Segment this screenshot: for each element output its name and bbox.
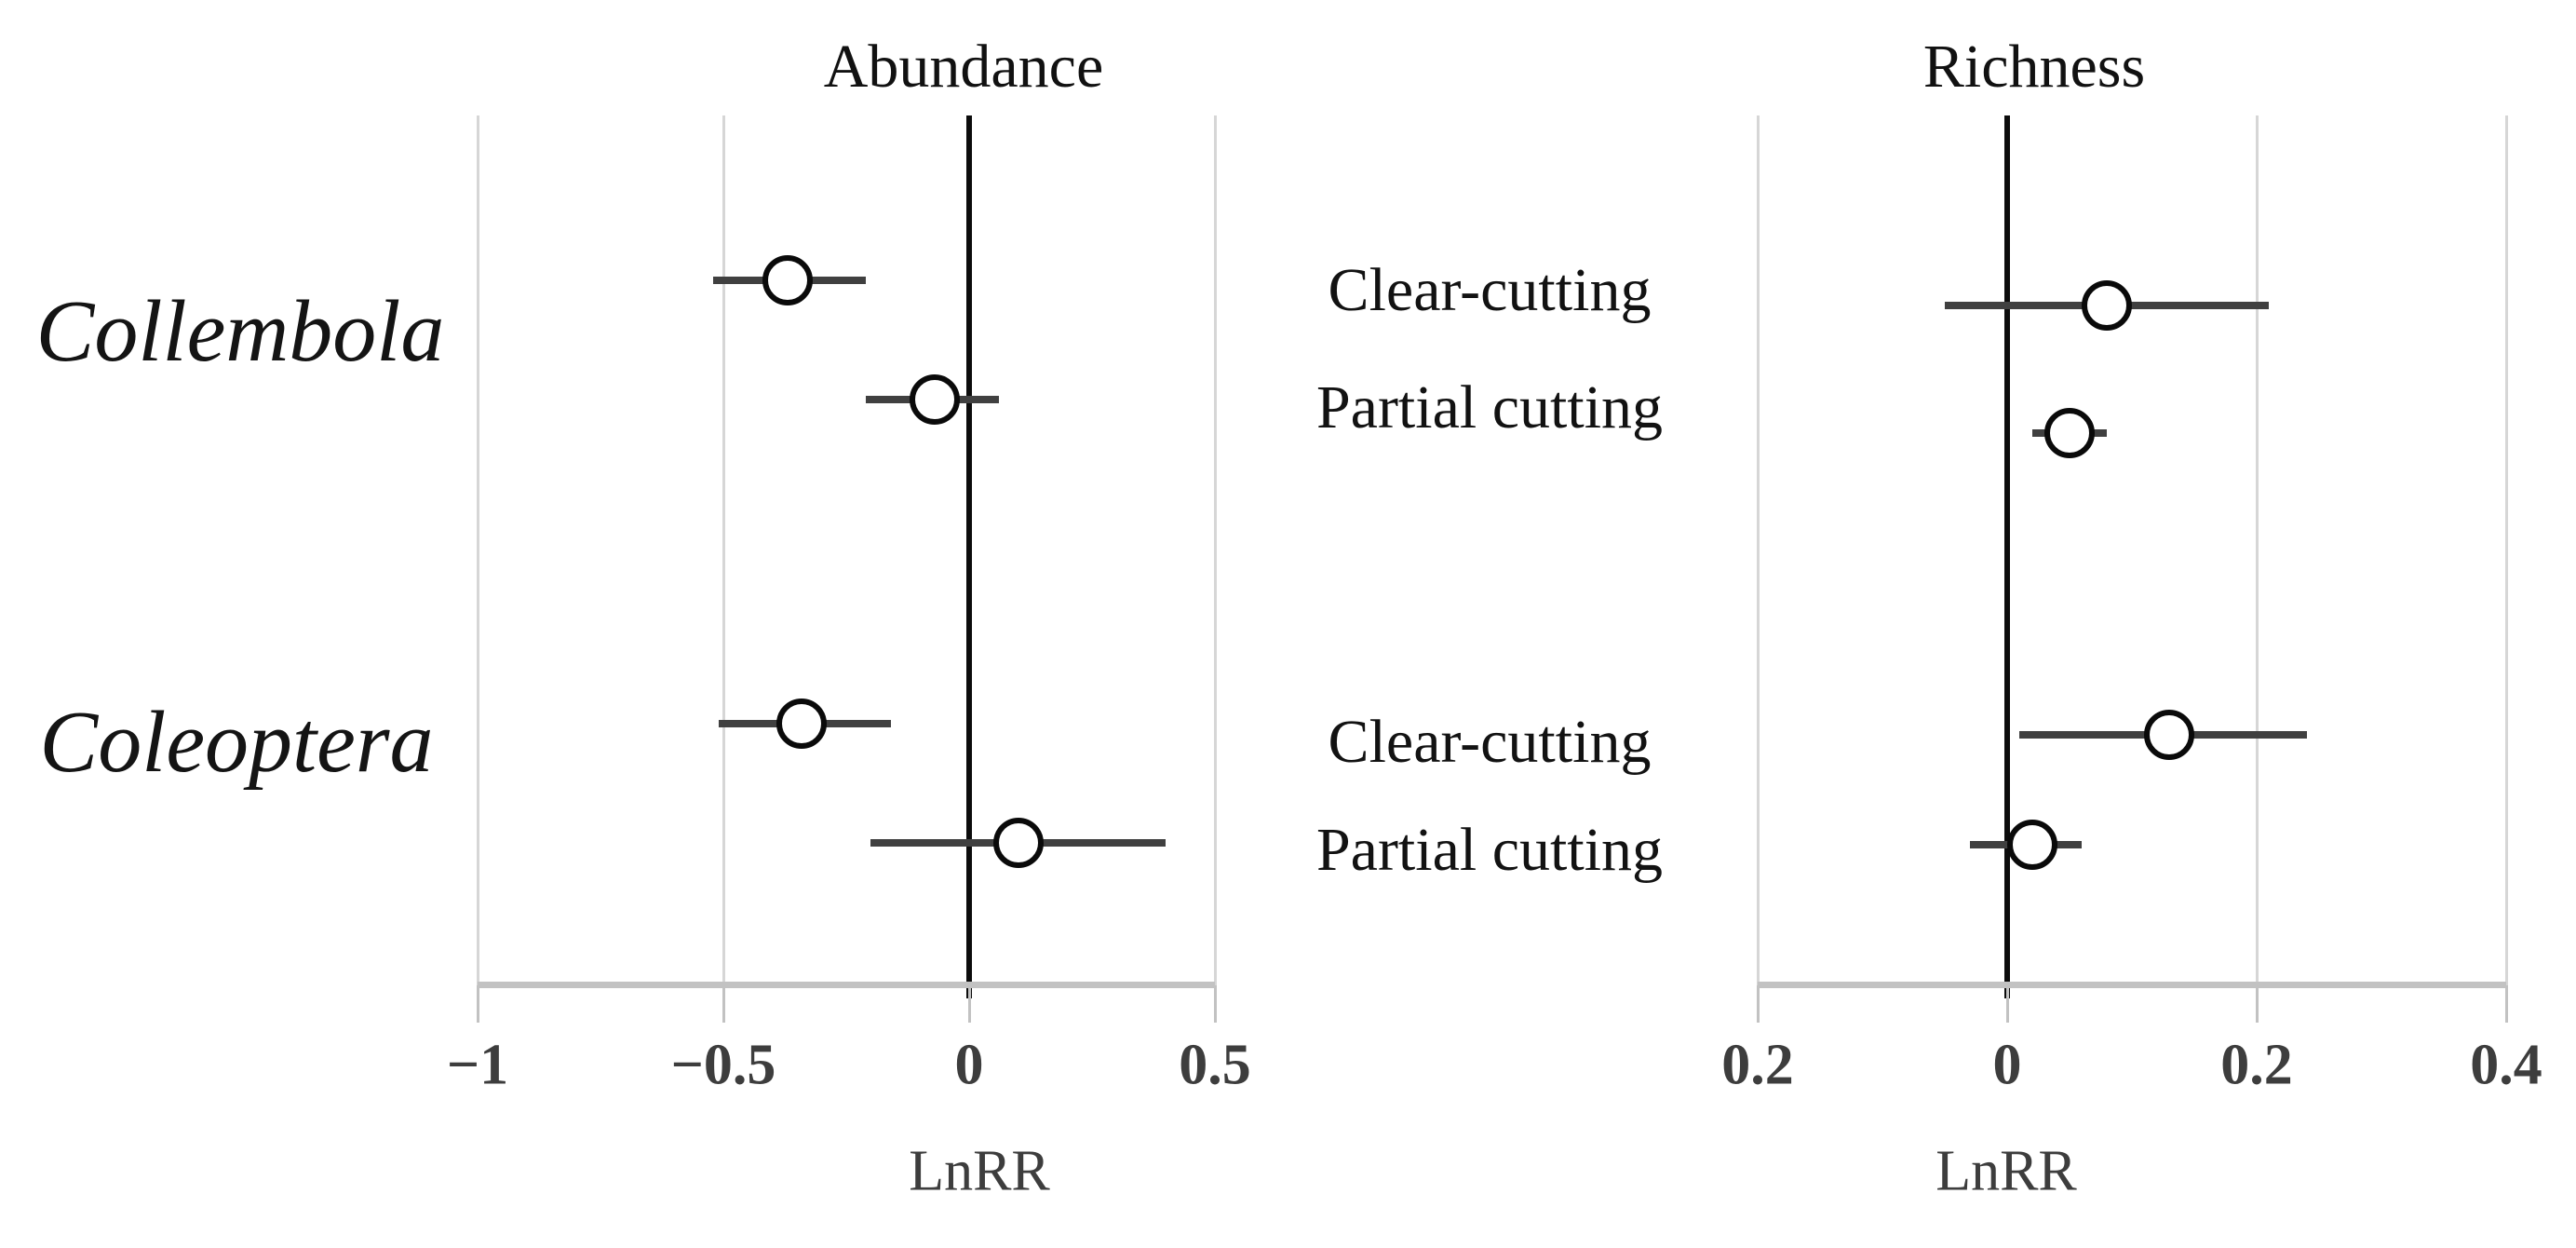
treatment-label-partial-cutting-bottom: Partial cutting [1315, 816, 1664, 884]
axis-tick [968, 985, 971, 1023]
axis-tick [1757, 985, 1760, 1023]
forest-point-marker [2006, 820, 2057, 870]
gridline [2256, 115, 2259, 985]
gridline [1214, 115, 1217, 985]
chart-title-richness: Richness [1922, 33, 2146, 101]
x-tick-label: 0.5 [1179, 1033, 1251, 1097]
treatment-label-clear-cutting-bottom: Clear-cutting [1328, 708, 1652, 776]
x-axis-baseline [478, 982, 1215, 988]
chart-title-abundance: Abundance [823, 33, 1104, 101]
zero-reference-line [2004, 115, 2010, 998]
x-tick-label: 0.2 [2220, 1033, 2293, 1097]
axis-tick [2006, 985, 2009, 1023]
x-tick-label: −0.5 [670, 1033, 776, 1097]
axis-tick [2256, 985, 2259, 1023]
gridline [477, 115, 479, 985]
forest-point-marker [2044, 408, 2095, 458]
gridline [2505, 115, 2508, 985]
x-tick-label: 0.4 [2470, 1033, 2542, 1097]
forest-point-marker [2144, 710, 2195, 760]
x-axis-label-abundance: LnRR [909, 1139, 1050, 1203]
x-tick-label: 0.2 [1721, 1033, 1794, 1097]
axis-tick [1214, 985, 1217, 1023]
forest-point-marker [776, 699, 828, 749]
group-label-coleoptera: Coleoptera [39, 694, 434, 791]
forest-point-marker [992, 818, 1044, 868]
x-axis-label-richness: LnRR [1935, 1139, 2077, 1203]
x-tick-label: 0 [954, 1033, 984, 1097]
group-label-collembola: Collembola [35, 283, 445, 380]
axis-tick [2505, 985, 2508, 1023]
axis-tick [477, 985, 479, 1023]
x-tick-label: −1 [446, 1033, 509, 1097]
axis-tick [722, 985, 725, 1023]
treatment-label-clear-cutting-top: Clear-cutting [1328, 256, 1652, 324]
treatment-label-partial-cutting-top: Partial cutting [1315, 373, 1664, 441]
x-tick-label: 0 [1992, 1033, 2022, 1097]
forest-point-marker [910, 374, 961, 425]
x-axis-baseline [1758, 982, 2506, 988]
gridline [722, 115, 725, 985]
forest-point-marker [762, 255, 813, 305]
zero-reference-line [966, 115, 972, 998]
forest-point-marker [2082, 280, 2133, 331]
gridline [1757, 115, 1760, 985]
